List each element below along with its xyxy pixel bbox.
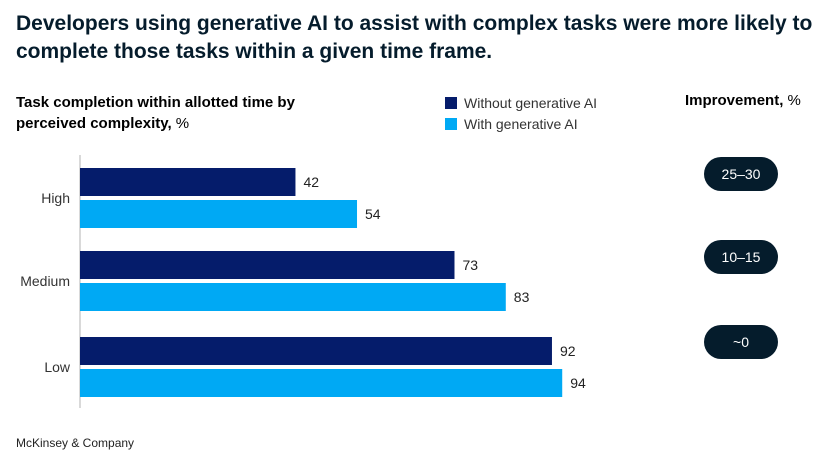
improvement-header: Improvement, % xyxy=(685,92,801,109)
legend-item-with-ai: With generative AI xyxy=(445,114,597,134)
bar-medium-with-ai xyxy=(80,283,506,311)
legend-label-without-ai: Without generative AI xyxy=(464,95,598,111)
legend-swatch-without-ai xyxy=(445,97,457,109)
legend-swatch-with-ai xyxy=(445,118,457,130)
subtitle-text: Task completion within allotted time by … xyxy=(16,94,295,132)
bar-medium-without-ai xyxy=(80,251,455,279)
improvement-pill-medium: 10–15 xyxy=(704,240,778,274)
bar-low-with-ai xyxy=(80,369,563,397)
value-label-low-with-ai: 94 xyxy=(570,375,586,391)
bar-low-without-ai xyxy=(80,337,552,365)
improvement-header-unit: % xyxy=(787,92,801,109)
improvement-header-text: Improvement, xyxy=(685,92,784,109)
footer-source: McKinsey & Company xyxy=(16,436,135,450)
value-label-high-without-ai: 42 xyxy=(303,174,319,190)
subtitle-unit: % xyxy=(175,115,190,132)
bar-high-without-ai xyxy=(80,168,296,196)
value-label-medium-without-ai: 73 xyxy=(462,257,478,273)
value-label-medium-with-ai: 83 xyxy=(514,289,530,305)
chart-subtitle: Task completion within allotted time by … xyxy=(16,92,346,134)
category-label-low: Low xyxy=(44,359,71,375)
category-label-medium: Medium xyxy=(20,273,70,289)
improvement-pill-low: ~0 xyxy=(704,325,778,359)
value-label-high-with-ai: 54 xyxy=(365,206,381,222)
legend-label-with-ai: With generative AI xyxy=(464,116,578,132)
bar-high-with-ai xyxy=(80,200,358,228)
value-label-low-without-ai: 92 xyxy=(560,343,576,359)
improvement-pill-high: 25–30 xyxy=(704,157,778,191)
chart-legend: Without generative AI With generative AI xyxy=(445,93,597,135)
chart-title: Developers using generative AI to assist… xyxy=(16,12,813,63)
category-label-high: High xyxy=(41,190,70,206)
legend-item-without-ai: Without generative AI xyxy=(445,93,597,113)
